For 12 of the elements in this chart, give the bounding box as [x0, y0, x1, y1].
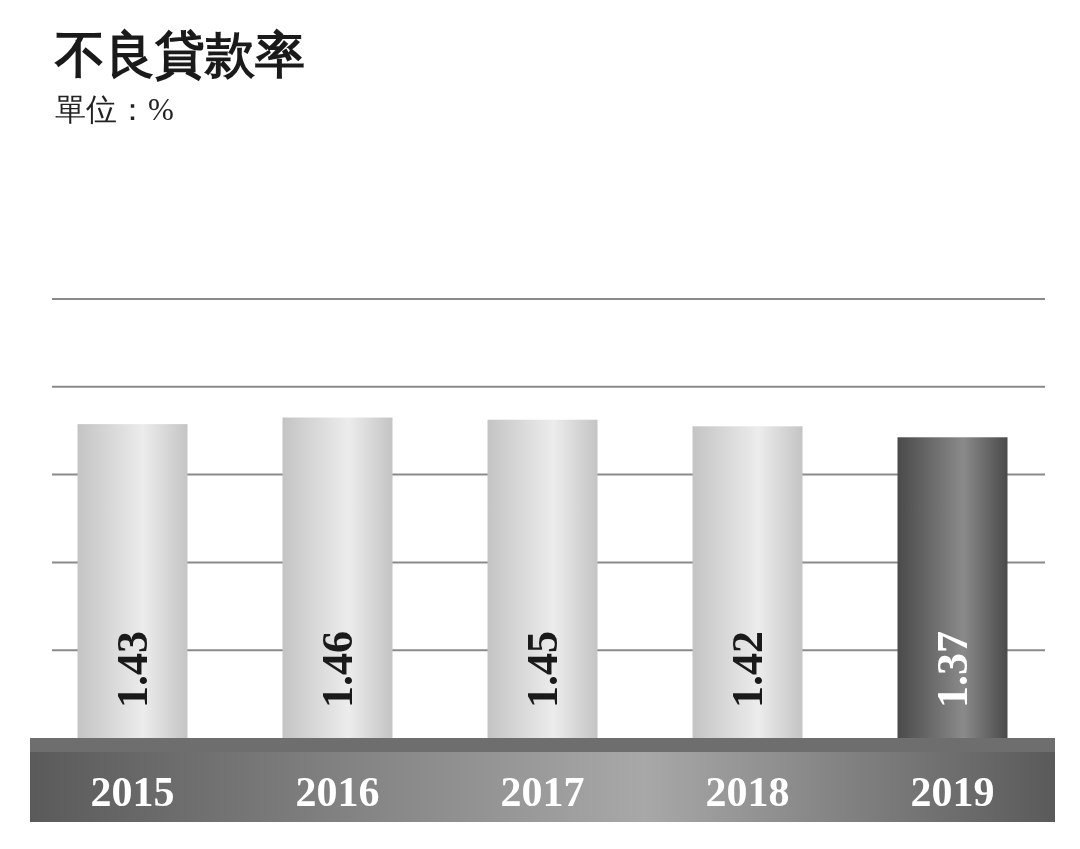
subtitle: 單位：% — [55, 92, 174, 127]
data-label: 1.37 — [927, 631, 977, 708]
title: 不良貸款率 — [55, 27, 305, 83]
x-label: 2016 — [295, 769, 380, 815]
x-label: 2018 — [705, 769, 790, 815]
x-label: 2019 — [910, 769, 995, 815]
data-label: 1.43 — [107, 631, 157, 708]
x-label: 2017 — [500, 769, 585, 815]
data-label: 1.45 — [517, 631, 567, 708]
x-label: 2015 — [90, 769, 175, 815]
data-label: 1.46 — [312, 631, 362, 708]
data-label: 1.42 — [722, 631, 772, 708]
